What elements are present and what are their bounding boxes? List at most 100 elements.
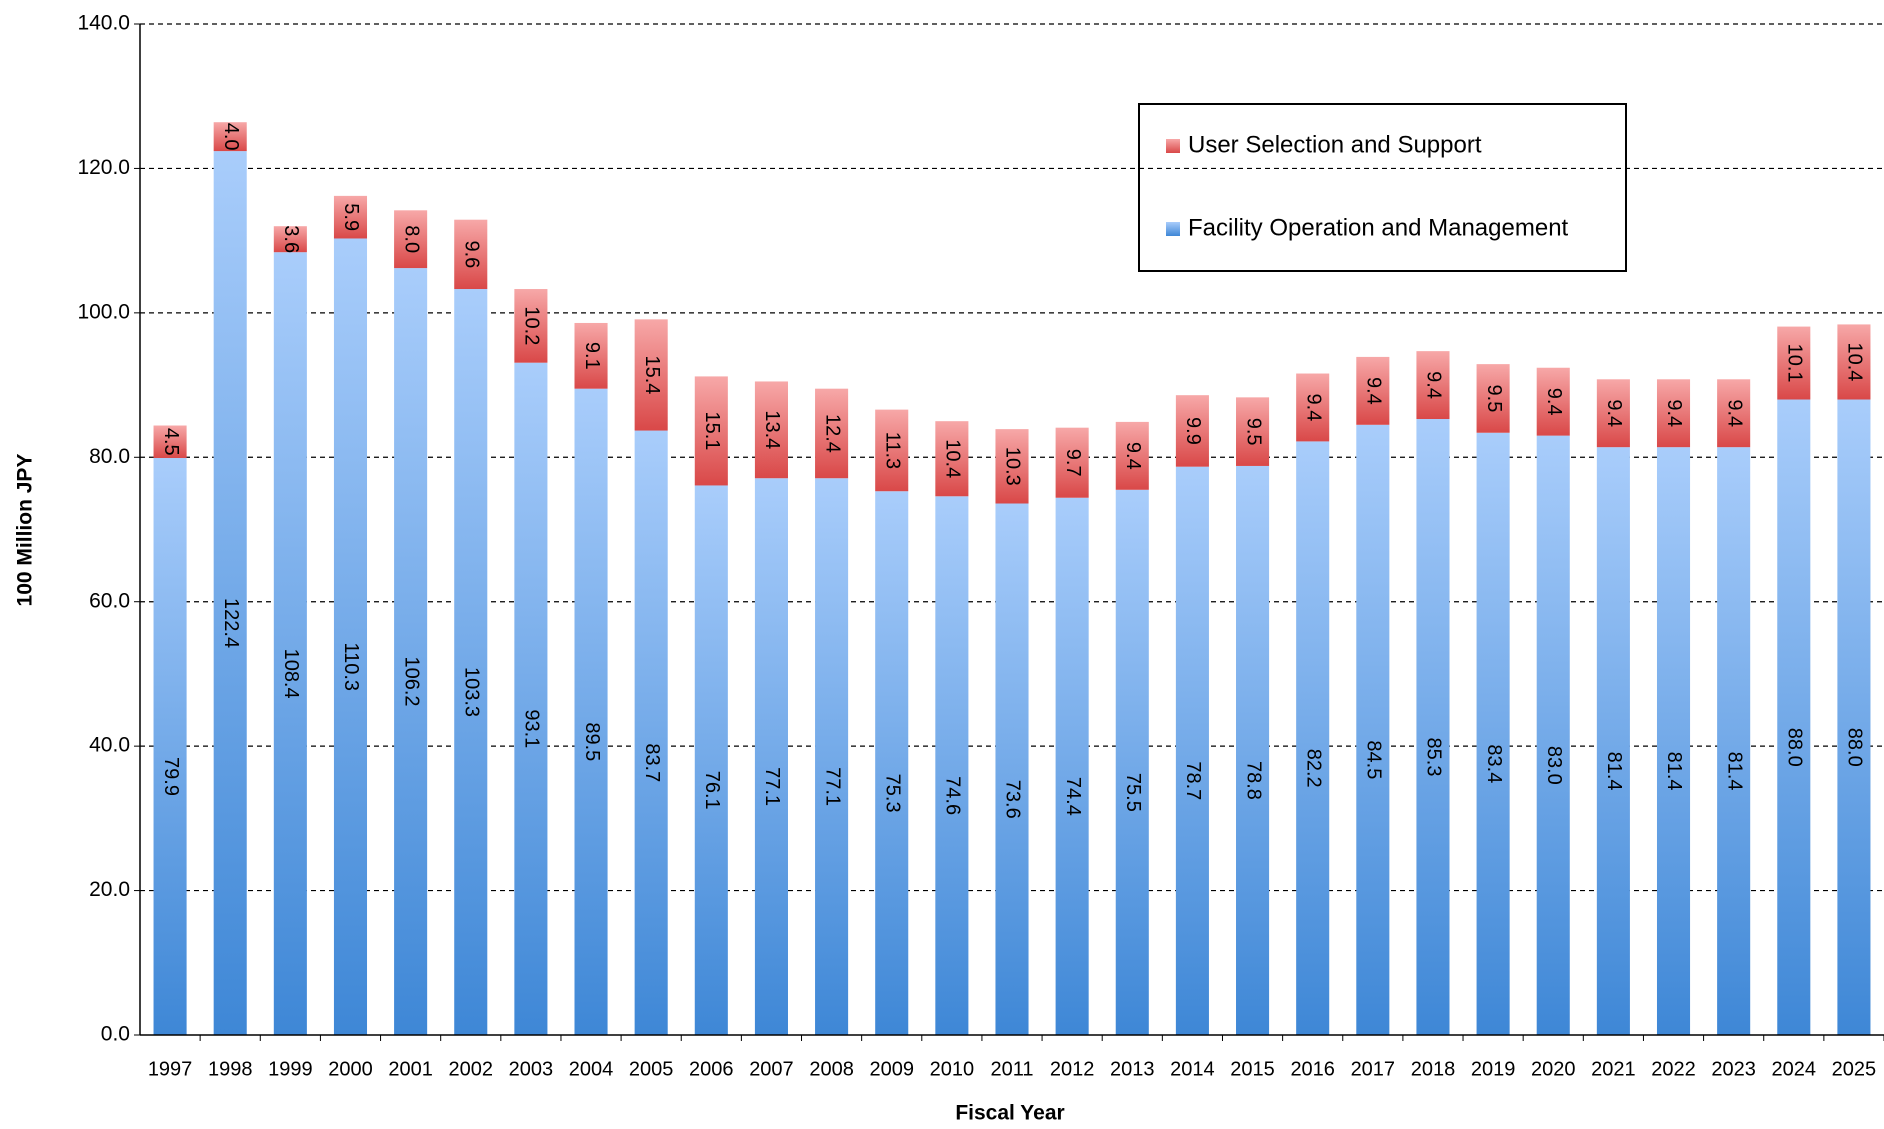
bar-segment <box>1236 465 1270 1035</box>
bar-segment <box>333 238 368 1035</box>
bar-segment <box>1476 432 1510 1035</box>
x-tick-label: 2013 <box>1110 1058 1155 1080</box>
bar-segment <box>1777 326 1811 400</box>
bar-segment <box>394 210 428 269</box>
bar-segment <box>213 151 247 1035</box>
legend-swatch <box>1166 139 1180 153</box>
legend-swatch <box>1166 222 1180 236</box>
value-label: 84.5 <box>1363 740 1385 779</box>
bar-segment <box>1115 421 1149 490</box>
bar-segment <box>875 409 909 492</box>
bar-segment <box>1296 441 1330 1035</box>
bar-segment <box>213 122 247 152</box>
y-tick-label: 80.0 <box>89 445 130 468</box>
bar-segment <box>333 195 368 239</box>
value-label: 74.4 <box>1062 777 1084 816</box>
bar-segment <box>754 478 788 1035</box>
value-label: 93.1 <box>521 709 543 748</box>
bar-segment <box>634 319 668 431</box>
value-label: 73.6 <box>1002 780 1024 819</box>
value-label: 75.3 <box>881 774 903 813</box>
value-label: 88.0 <box>1784 728 1806 767</box>
value-label: 4.5 <box>160 428 182 456</box>
bar-segment <box>574 388 608 1035</box>
bar-segment <box>153 458 187 1036</box>
value-label: 81.4 <box>1663 752 1685 791</box>
bar-segment <box>1356 356 1390 425</box>
value-label: 83.0 <box>1543 746 1565 785</box>
value-label: 78.7 <box>1182 761 1204 800</box>
x-tick-label: 2016 <box>1290 1058 1335 1080</box>
value-label: 9.7 <box>1062 449 1084 477</box>
value-label: 10.1 <box>1784 344 1806 383</box>
x-tick-label: 2000 <box>328 1058 373 1080</box>
bar-segment <box>754 381 788 479</box>
bar-segment <box>1777 399 1811 1035</box>
x-tick-label: 2003 <box>509 1058 554 1080</box>
x-tick-label: 2006 <box>689 1058 734 1080</box>
x-tick-label: 2017 <box>1351 1058 1396 1080</box>
bar-segment <box>1717 447 1751 1035</box>
bar-segment <box>935 496 969 1035</box>
x-tick-label: 2021 <box>1591 1058 1636 1080</box>
value-label: 9.5 <box>1483 385 1505 413</box>
bar-segment <box>1055 497 1089 1035</box>
bar-segment <box>1296 373 1330 442</box>
value-label: 12.4 <box>821 414 843 453</box>
value-label: 88.0 <box>1844 728 1866 767</box>
legend-label: Facility Operation and Management <box>1188 214 1569 241</box>
value-label: 9.9 <box>1182 417 1204 445</box>
value-label: 9.4 <box>1302 394 1324 422</box>
x-tick-label: 2012 <box>1050 1058 1095 1080</box>
x-tick-label: 1999 <box>268 1058 313 1080</box>
bar-segment <box>1536 435 1570 1035</box>
bar-segment <box>1055 427 1089 498</box>
value-label: 110.3 <box>340 642 362 691</box>
value-label: 85.3 <box>1423 738 1445 777</box>
x-tick-label: 2010 <box>930 1058 975 1080</box>
x-tick-label: 2011 <box>990 1058 1033 1080</box>
value-label: 108.4 <box>280 649 302 699</box>
bar-segment <box>1356 424 1390 1035</box>
x-tick-label: 2001 <box>388 1058 433 1080</box>
legend-label: User Selection and Support <box>1188 131 1482 158</box>
bar-segment <box>514 289 548 363</box>
value-label: 106.2 <box>400 657 422 707</box>
value-label: 75.5 <box>1122 773 1144 812</box>
value-label: 76.1 <box>701 771 723 810</box>
bar-segment <box>514 362 548 1035</box>
bar-segment <box>394 268 428 1035</box>
x-tick-label: 2002 <box>449 1058 494 1080</box>
value-label: 9.4 <box>1122 442 1144 470</box>
value-label: 122.4 <box>220 598 242 648</box>
value-label: 77.1 <box>761 767 783 806</box>
x-tick-label: 2024 <box>1772 1058 1817 1080</box>
bar-segment <box>1837 324 1871 400</box>
value-label: 9.4 <box>1423 371 1445 399</box>
x-tick-label: 2023 <box>1711 1058 1756 1080</box>
x-tick-label: 2015 <box>1230 1058 1275 1080</box>
bar-segment <box>935 421 969 497</box>
value-label: 9.4 <box>1723 399 1745 427</box>
x-tick-label: 2022 <box>1651 1058 1696 1080</box>
x-axis-label: Fiscal Year <box>955 1102 1064 1125</box>
value-label: 13.4 <box>761 410 783 449</box>
bar-segment <box>995 429 1029 504</box>
bar-segment <box>1596 379 1630 448</box>
x-tick-label: 2025 <box>1832 1058 1877 1080</box>
x-tick-label: 2018 <box>1411 1058 1456 1080</box>
y-tick-label: 120.0 <box>77 156 130 179</box>
bar-segment <box>995 503 1029 1035</box>
value-label: 74.6 <box>942 776 964 815</box>
x-tick-label: 2009 <box>869 1058 914 1080</box>
bar-segment <box>454 289 488 1035</box>
value-label: 5.9 <box>340 203 362 231</box>
value-label: 89.5 <box>581 722 603 761</box>
bar-segment <box>1596 447 1630 1035</box>
value-label: 82.2 <box>1302 749 1324 788</box>
legend: User Selection and Support Facility Opera… <box>1138 103 1627 272</box>
legend-box <box>1138 103 1627 272</box>
x-tick-label: 2004 <box>569 1058 614 1080</box>
x-tick-label: 2019 <box>1471 1058 1516 1080</box>
x-tick-label: 1998 <box>208 1058 253 1080</box>
